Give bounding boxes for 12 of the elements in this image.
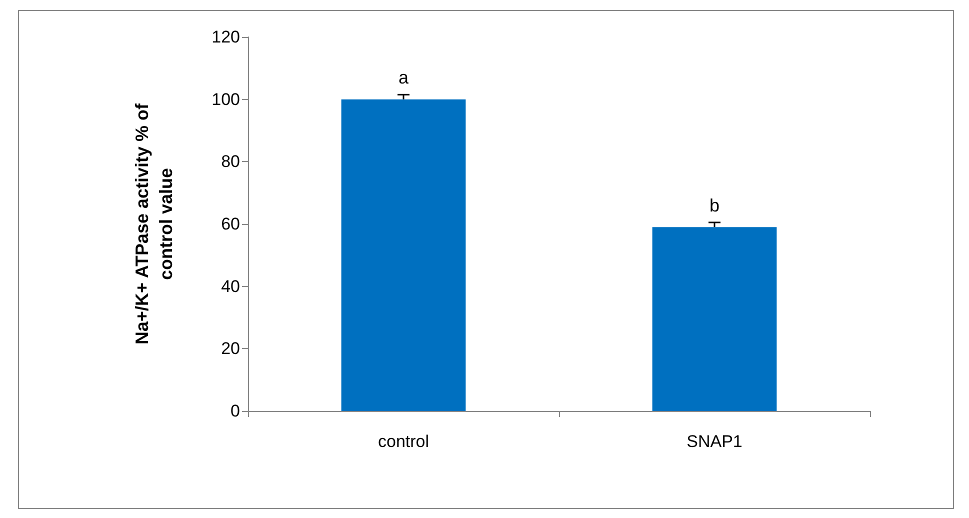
annotation: a <box>398 68 410 88</box>
y-tick-label: 80 <box>221 152 240 172</box>
y-tick-label: 60 <box>221 214 240 234</box>
y-axis-title: Na+/K+ ATPase activity % of control value <box>132 102 176 345</box>
y-tick-label: 120 <box>212 28 240 46</box>
y-tick-label: 20 <box>221 339 240 358</box>
y-tick-label: 40 <box>221 276 240 296</box>
x-tick-label: SNAP1 <box>686 432 742 451</box>
y-tick-label: 0 <box>230 402 240 420</box>
y-tick-label: 100 <box>212 90 240 109</box>
x-tick-label: control <box>378 432 430 451</box>
annotation: b <box>709 195 720 216</box>
